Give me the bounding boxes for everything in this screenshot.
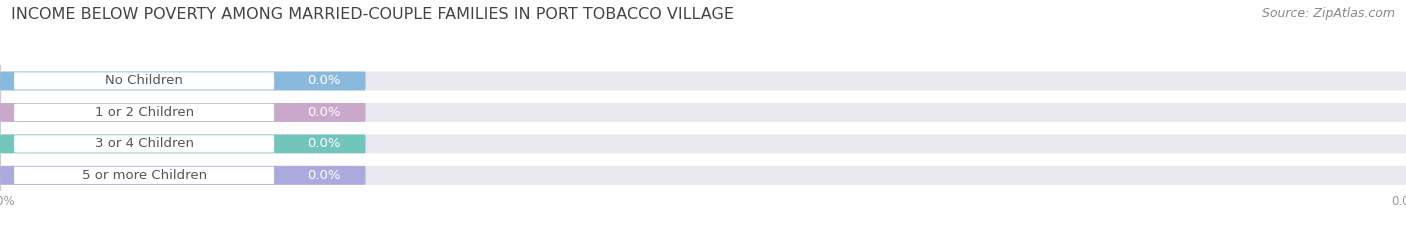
FancyBboxPatch shape [14,167,274,184]
Text: 1 or 2 Children: 1 or 2 Children [94,106,194,119]
Text: Source: ZipAtlas.com: Source: ZipAtlas.com [1261,7,1395,20]
FancyBboxPatch shape [14,104,274,121]
FancyBboxPatch shape [0,166,1406,185]
FancyBboxPatch shape [0,166,366,185]
FancyBboxPatch shape [0,134,1406,153]
FancyBboxPatch shape [14,135,274,153]
FancyBboxPatch shape [0,72,1406,90]
FancyBboxPatch shape [0,103,1406,122]
Text: 3 or 4 Children: 3 or 4 Children [94,137,194,150]
Text: No Children: No Children [105,75,183,87]
Text: INCOME BELOW POVERTY AMONG MARRIED-COUPLE FAMILIES IN PORT TOBACCO VILLAGE: INCOME BELOW POVERTY AMONG MARRIED-COUPL… [11,7,734,22]
Text: 5 or more Children: 5 or more Children [82,169,207,182]
FancyBboxPatch shape [0,134,366,153]
FancyBboxPatch shape [0,72,366,90]
Text: 0.0%: 0.0% [307,137,340,150]
Text: 0.0%: 0.0% [307,75,340,87]
Text: 0.0%: 0.0% [307,106,340,119]
FancyBboxPatch shape [14,72,274,90]
FancyBboxPatch shape [0,103,366,122]
Text: 0.0%: 0.0% [307,169,340,182]
